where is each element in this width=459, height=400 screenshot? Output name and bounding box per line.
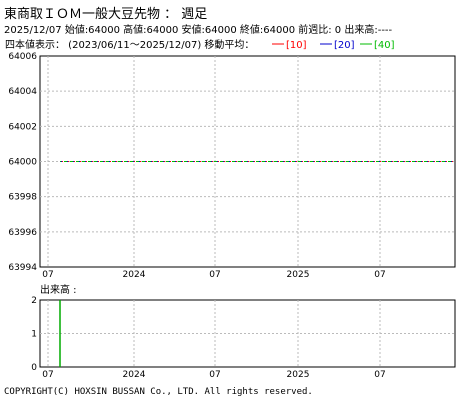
vol-x-tick: 2024 — [123, 370, 146, 380]
vol-y-tick: 0 — [31, 363, 37, 373]
vol-x-tick: 07 — [42, 370, 53, 380]
price-x-tick: 07 — [209, 270, 220, 280]
volume-label: 出来高 : — [40, 283, 77, 296]
price-y-tick: 64004 — [8, 87, 37, 97]
legend-ma10: [10] — [286, 40, 307, 51]
price-x-tick: 07 — [42, 270, 53, 280]
legend-ma20: [20] — [334, 40, 355, 51]
price-y-tick: 64000 — [8, 158, 37, 168]
vol-x-tick: 07 — [374, 370, 385, 380]
vol-y-tick: 1 — [31, 330, 37, 340]
vol-x-tick: 2025 — [287, 370, 310, 380]
copyright-footer: COPYRIGHT(C) HOXSIN BUSSAN Co., LTD. All… — [4, 387, 313, 397]
legend-ma40: [40] — [374, 40, 395, 51]
price-x-tick: 2025 — [287, 270, 310, 280]
price-y-tick: 63994 — [8, 263, 37, 273]
price-y-tick: 64002 — [8, 122, 37, 132]
price-x-tick: 07 — [374, 270, 385, 280]
legend-period: 四本値表示： (2023/06/11～2025/12/07) 移動平均： — [5, 38, 254, 51]
chart-title: 東商取ＩＯＭ一般大豆先物 ： 週足 — [4, 7, 208, 22]
price-x-tick: 2024 — [123, 270, 146, 280]
price-info: 2025/12/07 始値:64000 高値:64000 安値:64000 終値… — [4, 25, 393, 36]
price-y-tick: 63998 — [8, 193, 37, 203]
price-y-tick: 63996 — [8, 228, 37, 238]
vol-y-tick: 2 — [31, 296, 37, 306]
vol-x-tick: 07 — [209, 370, 220, 380]
price-y-tick: 64006 — [8, 52, 37, 62]
